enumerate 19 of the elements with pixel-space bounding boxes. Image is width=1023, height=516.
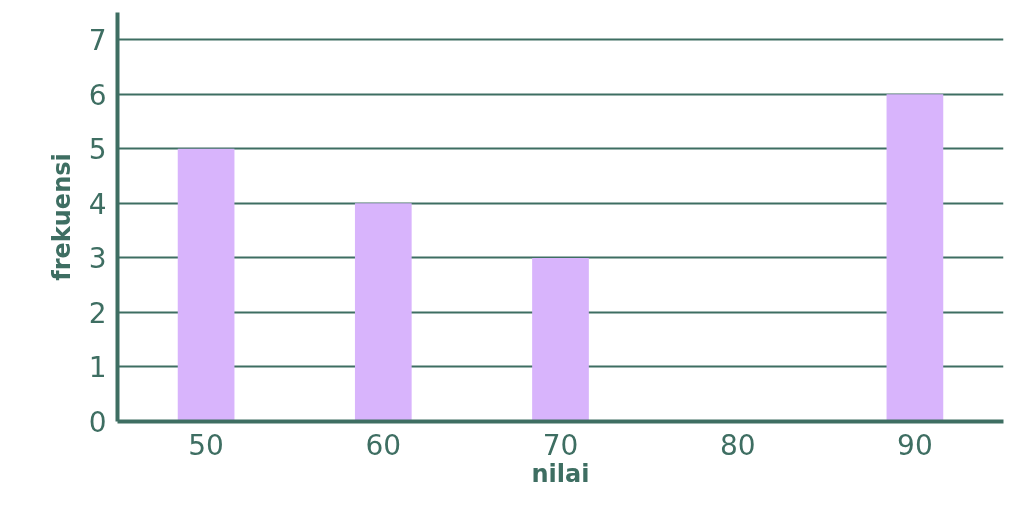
x-tick-label: 90	[897, 428, 933, 462]
y-tick-label: 7	[88, 24, 107, 58]
bar	[177, 148, 235, 422]
y-tick-label: 6	[88, 78, 107, 112]
bar	[532, 257, 589, 422]
bar	[354, 203, 412, 422]
x-axis-title: nilai	[531, 459, 590, 488]
y-tick-label: 3	[88, 242, 107, 276]
y-axis-title: frekuensi	[47, 153, 76, 281]
y-tick-label: 0	[88, 406, 107, 439]
x-tick-label: 80	[719, 428, 756, 462]
x-tick-label: 50	[188, 428, 224, 462]
y-tick-label: 4	[88, 187, 107, 221]
x-tick-label: 70	[542, 428, 579, 462]
bar	[886, 94, 944, 422]
y-tick-label: 1	[88, 351, 107, 385]
x-tick-label: 60	[365, 428, 402, 462]
y-tick-label: 2	[88, 296, 107, 330]
y-tick-label: 5	[88, 133, 107, 167]
